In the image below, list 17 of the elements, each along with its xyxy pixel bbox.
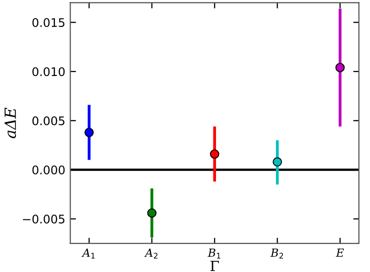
y-tick-label: −0.005 [23, 214, 64, 224]
y-axis-title: aΔE [4, 108, 16, 138]
x-tick-label: B$_{1}$ [208, 248, 220, 259]
y-tick-label: 0.000 [32, 165, 65, 174]
y-tick-label: 0.005 [32, 116, 64, 126]
y-tick-label: 0.010 [32, 67, 65, 76]
x-tick-label: A$_{1}$ [82, 248, 95, 259]
point [210, 149, 220, 159]
point [272, 157, 282, 167]
point [84, 128, 94, 138]
x-tick-label: A$_{2}$ [144, 248, 158, 259]
point [147, 208, 157, 218]
x-axis-title: Γ [210, 260, 219, 271]
x-tick-label: B$_{2}$ [270, 248, 283, 259]
point [335, 62, 345, 72]
x-tick-label: E [336, 248, 344, 257]
y-tick-label: 0.015 [32, 18, 64, 28]
